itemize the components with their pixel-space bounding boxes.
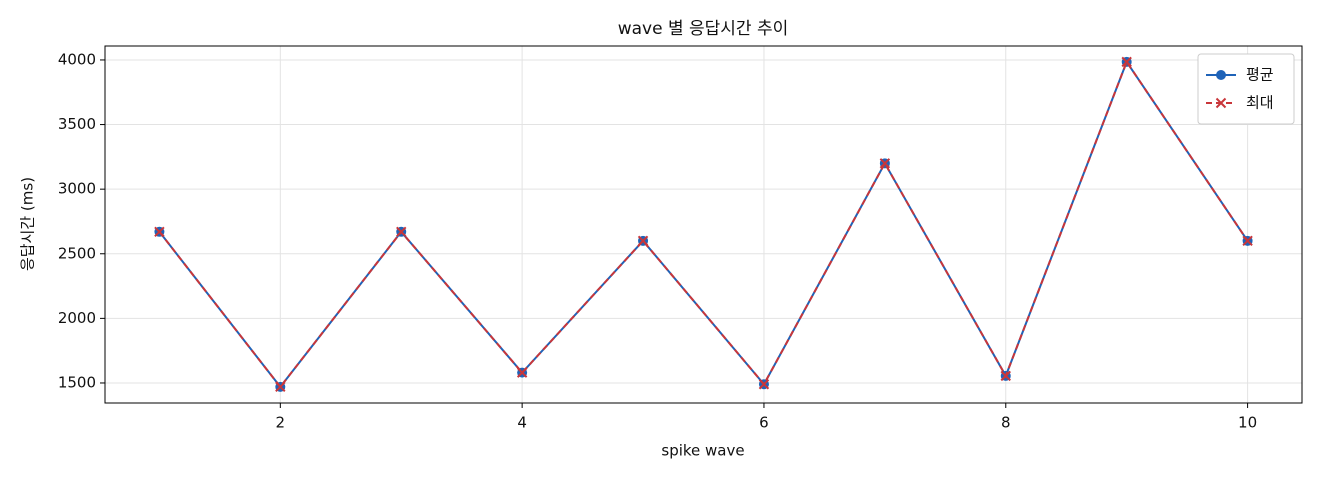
- x-tick-label: 4: [517, 414, 527, 432]
- y-axis-label: 응답시간 (ms): [19, 177, 37, 271]
- legend-label: 최대: [1246, 94, 1274, 112]
- x-marker: [396, 226, 407, 238]
- series-line: [158, 59, 1249, 389]
- y-tick-label: 1500: [58, 373, 96, 391]
- y-tick-label: 3000: [58, 180, 96, 198]
- legend-marker: [1215, 97, 1227, 109]
- series-line: [158, 59, 1249, 389]
- x-axis-label: spike wave: [661, 442, 744, 460]
- plot-frame: [104, 45, 1303, 404]
- x-marker: [1121, 56, 1132, 68]
- x-marker: [637, 235, 649, 247]
- y-tick-label: 4000: [58, 50, 96, 68]
- x-marker: [154, 226, 165, 238]
- x-tick-label: 2: [276, 414, 286, 432]
- legend-marker: [1216, 70, 1226, 80]
- x-tick-label: 10: [1238, 414, 1257, 432]
- legend-box: [1197, 53, 1295, 125]
- chart-title: wave 별 응답시간 추이: [618, 19, 789, 39]
- x-marker: [275, 381, 286, 393]
- x-marker: [516, 367, 528, 378]
- x-marker: [1000, 370, 1011, 382]
- x-marker: [758, 379, 770, 390]
- x-tick-label: 8: [1001, 414, 1011, 432]
- legend-label: 평균: [1246, 66, 1274, 84]
- y-tick-label: 2500: [58, 244, 96, 262]
- x-marker: [879, 158, 891, 169]
- y-tick-label: 3500: [58, 115, 96, 133]
- x-tick-label: 6: [759, 414, 769, 432]
- y-tick-label: 2000: [58, 309, 96, 327]
- x-marker: [1242, 235, 1253, 247]
